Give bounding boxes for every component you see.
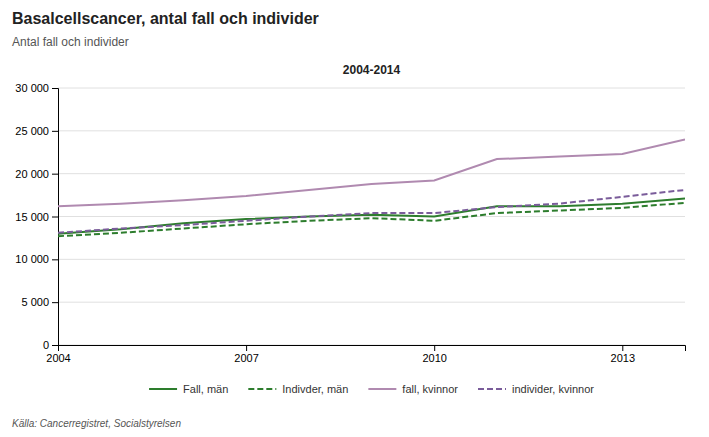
tick: 10 000 [15,253,58,265]
tick-label: 10 000 [15,253,49,265]
lines [58,139,685,236]
x-axis: 2004 2007 2010 2013 [46,345,685,364]
legend-item: Fall, män [149,383,228,395]
legend-label: individer, kvinnor [512,383,594,395]
line-series [58,203,685,236]
tick-mark [52,174,58,175]
tick-label: 2004 [46,352,70,364]
tick-label: 5 000 [21,296,49,308]
legend-swatch [478,388,506,390]
legend-swatch [368,388,396,390]
plot-area: 2004 2007 2010 2013 0 5 000 10 000 15 000 20 000… [15,82,685,364]
legend-item: fall, kvinnor [368,383,458,395]
tick-mark [622,345,623,351]
tick-label: 30 000 [15,82,49,94]
tick: 0 [43,339,58,351]
title: Basalcellscancer, antal fall och individ… [12,10,319,27]
tick: 2010 [422,345,446,364]
tick: 2007 [234,345,258,364]
tick-mark [434,345,435,351]
y-axis: 0 5 000 10 000 15 000 20 000 25 000 30 000 [15,82,58,351]
tick: 30 000 [15,82,58,94]
tick-mark [52,217,58,218]
tick-label: 0 [43,339,49,351]
tick-mark [52,302,58,303]
tick-label: 2010 [422,352,446,364]
chart: Basalcellscancer, antal fall och individ… [0,0,709,437]
tick: 20 000 [15,168,58,180]
subtitle: Antal fall och individer [12,35,129,49]
line-series [58,139,685,206]
line-series [58,199,685,234]
tick-label: 15 000 [15,211,49,223]
legend-swatch [149,388,177,390]
tick-label: 25 000 [15,125,49,137]
legend-item: Indivder, män [248,383,348,395]
axis-line [59,346,686,352]
grid [58,88,685,345]
tick: 5 000 [21,296,58,308]
tick: 25 000 [15,125,58,137]
tick-mark [52,131,58,132]
tick-mark [52,345,58,346]
grid-line [58,259,685,260]
tick: 2013 [611,345,635,364]
tick: 2004 [46,345,70,364]
tick-label: 2013 [611,352,635,364]
legend: Fall, män Indivder, män fall, kvinnor indiv… [149,383,594,395]
tick: 15 000 [15,211,58,223]
annotation: 2004-2014 [343,63,401,77]
legend-label: fall, kvinnor [402,383,458,395]
grid-line [58,216,685,217]
legend-swatch [248,388,276,390]
tick-label: 20 000 [15,168,49,180]
legend-label: Fall, män [183,383,228,395]
grid-line [58,88,685,89]
tick-mark [52,259,58,260]
tick-mark [52,88,58,89]
line-series [58,190,685,233]
axis-line [52,89,59,346]
grid-line [58,173,685,174]
legend-label: Indivder, män [282,383,348,395]
legend-item: individer, kvinnor [478,383,594,395]
tick-mark [246,345,247,351]
tick-label: 2007 [234,352,258,364]
grid-line [58,302,685,303]
grid-line [58,130,685,131]
source: Källa: Cancerregistret, Socialstyrelsen [12,418,181,429]
